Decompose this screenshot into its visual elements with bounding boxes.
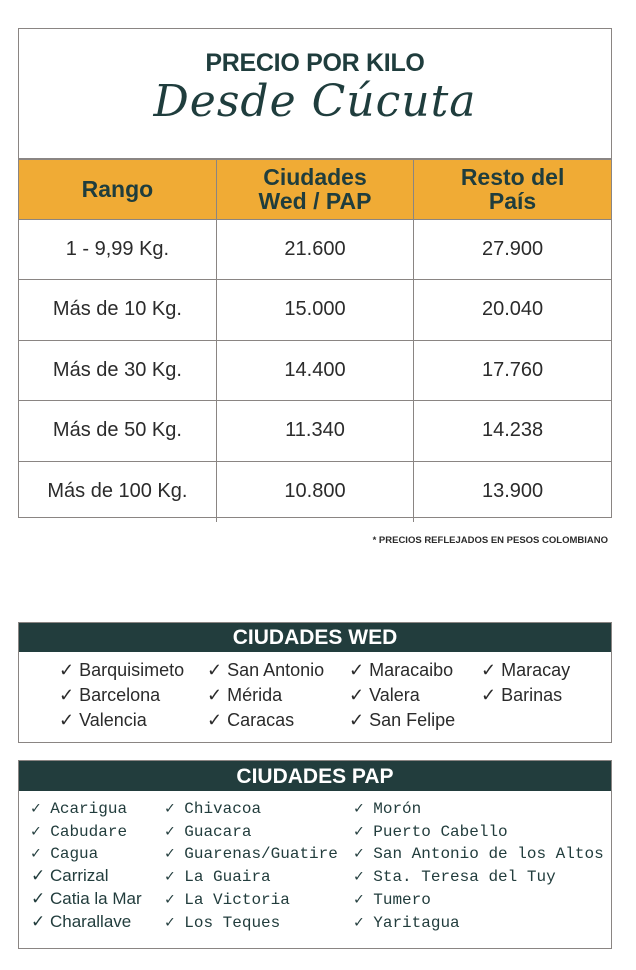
title-area: PRECIO POR KILO Desde Cúcuta	[19, 29, 611, 158]
wed-city-item: ✓ Valera	[349, 685, 420, 705]
pap-city-item: ✓ Yaritagua	[354, 913, 460, 932]
price-table: Rango Ciudades Wed / PAP Resto del País 1 …	[19, 158, 611, 522]
pap-city-item: ✓ La Victoria	[165, 890, 290, 909]
wed-city-item: ✓ Mérida	[207, 685, 283, 705]
table-cell: 11.340	[215, 400, 415, 462]
pap-city-item: ✓ Catia la Mar	[31, 888, 142, 908]
wed-city-item: ✓ San Felipe	[349, 710, 456, 730]
table-cell: 14.400	[215, 339, 415, 401]
table-cell: Más de 10 Kg.	[19, 279, 217, 341]
pap-city-item: ✓ Guacara	[165, 822, 252, 841]
currency-note: * PRECIOS REFLEJADOS EN PESOS COLOMBIANO	[372, 535, 608, 546]
wed-city-item: ✓ Valencia	[59, 710, 147, 730]
pap-city-item: ✓ Los Teques	[165, 913, 281, 932]
pap-city-item: ✓ La Guaira	[165, 868, 271, 887]
table-cell: 20.040	[413, 279, 611, 341]
table-cell: 15.000	[215, 279, 415, 341]
table-cell: Más de 100 Kg.	[19, 460, 217, 522]
table-row: Más de 50 Kg. 11.340 14.238	[19, 400, 611, 462]
wed-city-item: ✓ Barcelona	[59, 685, 161, 705]
wed-city-item: ✓ Barinas	[481, 685, 563, 705]
table-cell: Más de 50 Kg.	[19, 400, 217, 462]
pap-city-item: ✓ Guarenas/Guatire	[165, 845, 338, 864]
column-header: Ciudades Wed / PAP	[215, 158, 415, 220]
table-cell: 17.760	[413, 339, 611, 401]
table-row: Más de 10 Kg. 15.000 20.040	[19, 279, 611, 341]
wed-cities-box: CIUDADES WED ✓ Barquisimeto ✓ Barcelona ✓ …	[18, 622, 612, 743]
table-cell: Más de 30 Kg.	[19, 339, 217, 401]
column-header: Rango	[19, 158, 217, 220]
pap-city-item: ✓ Cabudare	[31, 822, 128, 841]
pap-cities-title: CIUDADES PAP	[19, 761, 611, 791]
pap-city-item: ✓ Morón	[354, 800, 422, 818]
column-header: Resto del País	[413, 158, 611, 220]
table-row: Más de 100 Kg. 10.800 13.900	[19, 460, 611, 522]
pap-city-item: ✓ Charallave	[31, 911, 132, 931]
wed-city-item: ✓ San Antonio	[207, 660, 325, 680]
wed-city-item: ✓ Maracaibo	[349, 660, 454, 680]
wed-city-item: ✓ Caracas	[207, 710, 295, 730]
table-row: 1 - 9,99 Kg. 21.600 27.900	[19, 218, 611, 280]
table-cell: 27.900	[413, 218, 611, 280]
pap-city-item: ✓ Acarigua	[31, 800, 128, 818]
pap-city-item: ✓ Tumero	[354, 890, 431, 909]
pap-city-item: ✓ Cagua	[31, 845, 99, 864]
table-cell: 14.238	[413, 400, 611, 462]
table-cell: 21.600	[215, 218, 415, 280]
price-table-card: PRECIO POR KILO Desde Cúcuta Rango Ciudad…	[18, 28, 612, 522]
pap-cities-box: CIUDADES PAP ✓ Acarigua ✓ Cabudare ✓ Cagua…	[18, 760, 612, 949]
table-cell: 10.800	[215, 460, 415, 522]
pap-city-item: ✓ Carrizal	[31, 866, 109, 886]
table-row: Más de 30 Kg. 14.400 17.760	[19, 339, 611, 401]
wed-city-item: ✓ Maracay	[481, 660, 571, 680]
wed-cities-title: CIUDADES WED	[19, 623, 611, 652]
table-cell: 13.900	[413, 460, 611, 522]
title-origin: Desde Cúcuta	[153, 76, 477, 127]
pap-city-item: ✓ San Antonio de los Altos	[354, 845, 604, 864]
pap-city-item: ✓ Sta. Teresa del Tuy	[354, 868, 556, 887]
title-price-per-kilo: PRECIO POR KILO	[205, 49, 425, 77]
wed-city-item: ✓ Barquisimeto	[59, 660, 185, 680]
pap-city-item: ✓ Puerto Cabello	[354, 822, 508, 841]
pap-city-item: ✓ Chivacoa	[165, 800, 262, 818]
table-cell: 1 - 9,99 Kg.	[19, 218, 217, 280]
